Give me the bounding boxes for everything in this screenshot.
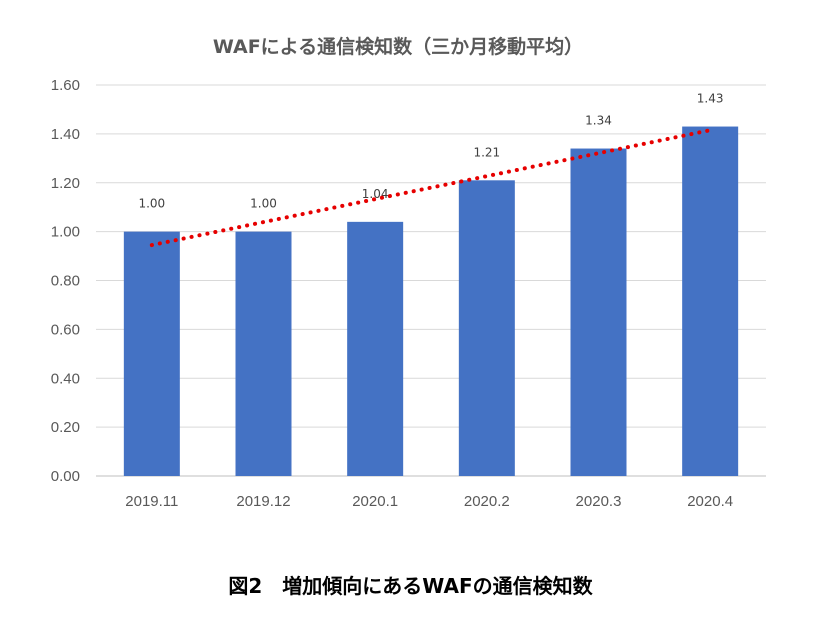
bar bbox=[347, 221, 404, 476]
y-axis: 0.00 0.20 0.40 0.60 0.80 1.00 1.20 1.40 1.60 bbox=[51, 77, 80, 485]
chart: WAFによる通信検知数（三か月移動平均） 0.00 0.20 0.40 0.60 0.8… bbox=[51, 35, 766, 510]
x-tick-label: 2020.4 bbox=[687, 493, 733, 510]
y-tick-label: 0.80 bbox=[51, 273, 80, 290]
bar bbox=[570, 148, 627, 476]
gridlines bbox=[96, 84, 766, 477]
trendline-group bbox=[149, 128, 713, 248]
bar bbox=[123, 231, 180, 476]
y-tick-label: 0.00 bbox=[51, 468, 80, 485]
chart-title: WAFによる通信検知数（三か月移動平均） bbox=[213, 35, 583, 58]
x-tick-label: 2020.3 bbox=[576, 493, 622, 510]
bars bbox=[123, 126, 739, 476]
data-label: 1.43 bbox=[697, 92, 724, 106]
y-tick-label: 1.00 bbox=[51, 224, 80, 241]
trendline bbox=[149, 128, 713, 248]
y-tick-label: 0.40 bbox=[51, 370, 80, 387]
bar bbox=[458, 180, 515, 476]
data-labels: 1.00 1.001.041.211.341.43 bbox=[138, 92, 723, 211]
data-label: 1.00 bbox=[250, 197, 277, 211]
bar bbox=[235, 231, 292, 476]
x-axis: 2019.11 2019.12 2020.1 2020.2 2020.3 2020.4 bbox=[125, 493, 733, 510]
x-tick-label: 2020.2 bbox=[464, 493, 510, 510]
data-label: 1.21 bbox=[473, 145, 500, 159]
y-tick-label: 0.60 bbox=[51, 321, 80, 338]
figure-caption: 図2 増加傾向にあるWAFの通信検知数 bbox=[228, 574, 593, 598]
y-tick-label: 1.20 bbox=[51, 175, 80, 192]
y-tick-label: 1.60 bbox=[51, 77, 80, 94]
y-tick-label: 1.40 bbox=[51, 126, 80, 143]
bar bbox=[682, 126, 739, 476]
data-label: 1.34 bbox=[585, 114, 612, 128]
x-tick-label: 2019.11 bbox=[125, 493, 178, 510]
y-tick-label: 0.20 bbox=[51, 419, 80, 436]
x-tick-label: 2020.1 bbox=[352, 493, 398, 510]
data-label: 1.00 bbox=[138, 197, 165, 211]
x-tick-label: 2019.12 bbox=[236, 493, 290, 510]
